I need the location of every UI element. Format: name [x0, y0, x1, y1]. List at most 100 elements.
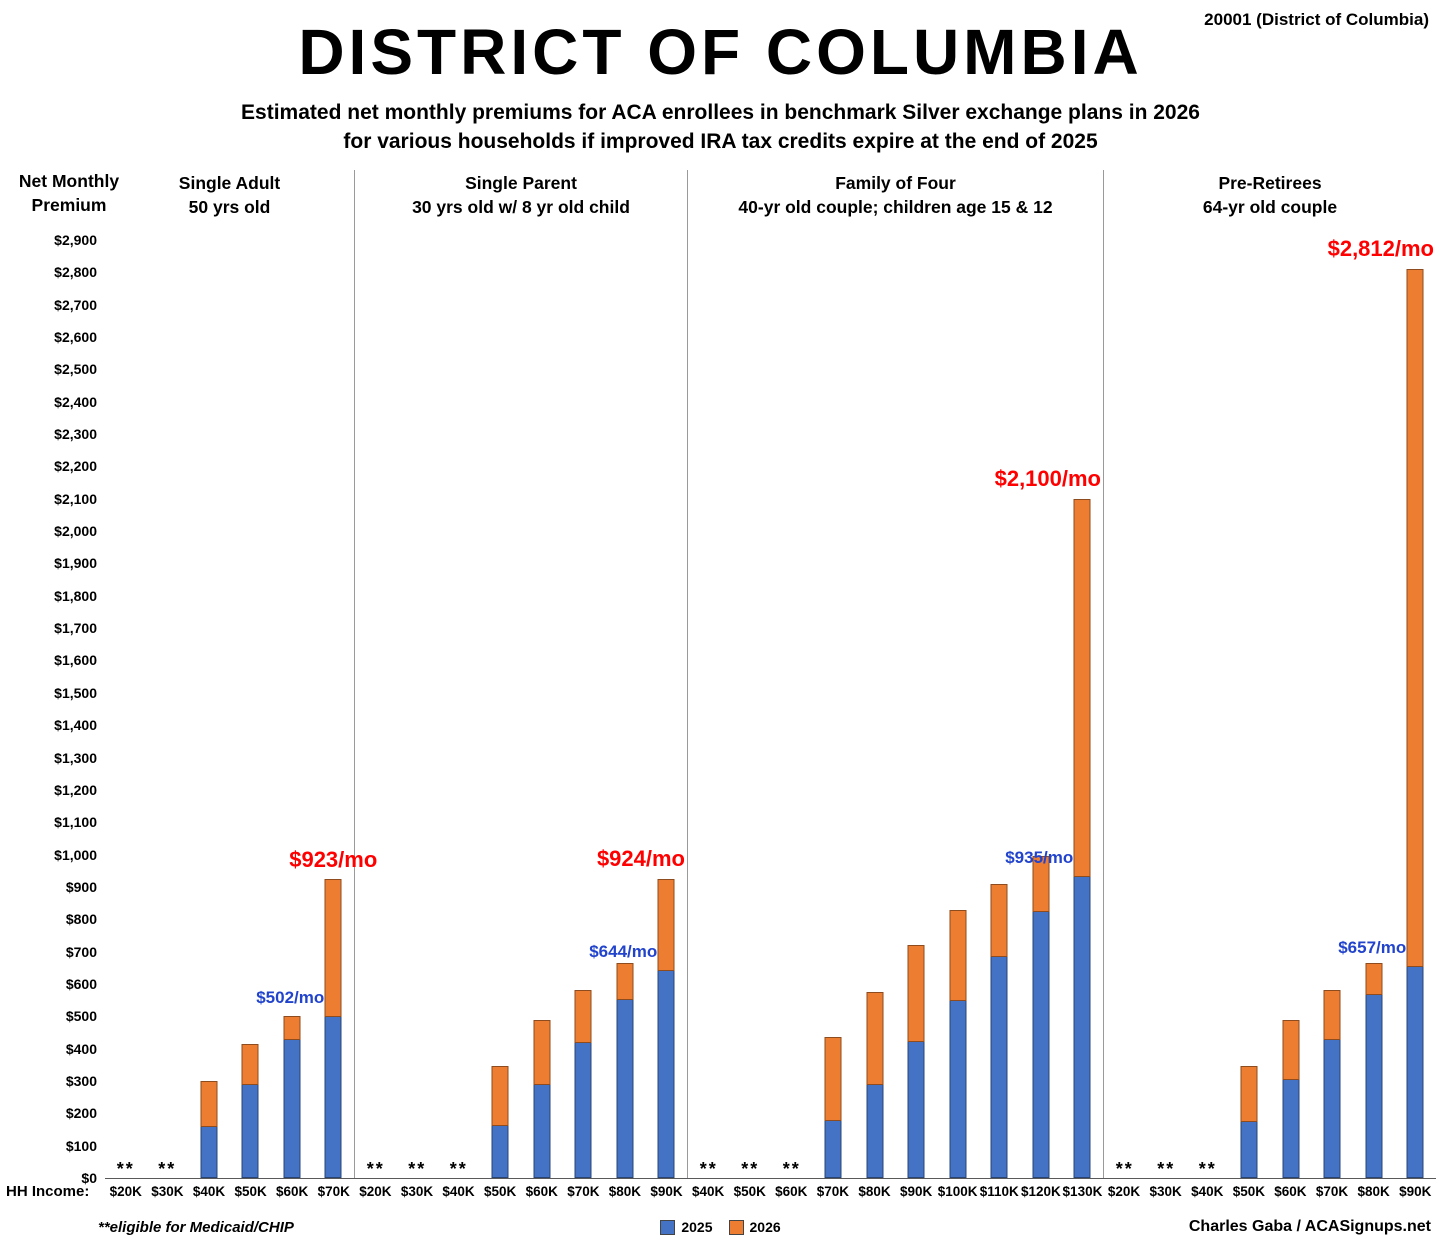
bar-column — [230, 234, 272, 1178]
y-axis: $0 $100 $200 $300 $400 $500 $600 $700 $800 $900 $1… — [0, 232, 97, 1186]
group-header: Pre-Retirees 64-yr old couple — [1104, 170, 1436, 234]
group-title-line2: 30 yrs old w/ 8 yr old child — [412, 196, 630, 217]
income-label: $90K — [1399, 1184, 1432, 1199]
bar-column — [937, 234, 979, 1178]
chart-panel: Pre-Retirees 64-yr old couple ** ** ** $657/m… — [1103, 170, 1436, 1178]
y-tick-label: $1,400 — [54, 717, 97, 734]
bar-column: ** — [1187, 234, 1229, 1178]
legend-item: 2025 — [660, 1219, 713, 1235]
bar-2025 — [1282, 1079, 1300, 1178]
y-tick-label: $2,800 — [54, 264, 97, 281]
bar-2025 — [907, 1040, 925, 1178]
y-tick-label: $1,600 — [54, 652, 97, 669]
bar-2026 — [866, 992, 884, 1086]
medicaid-marker: ** — [1157, 1159, 1176, 1179]
group-title-line1: Pre-Retirees — [1218, 173, 1322, 193]
bar-2025 — [533, 1084, 551, 1178]
group-plot: ** ** ** $657/mo $2,812/mo — [1104, 234, 1436, 1178]
y-tick-label: $1,800 — [54, 587, 97, 604]
y-tick-label: $700 — [65, 943, 97, 960]
bar-column — [979, 234, 1021, 1178]
y-axis-title: Net Monthly Premium — [0, 170, 138, 217]
bar-2025 — [1365, 993, 1383, 1178]
bar-2026 — [533, 1019, 551, 1086]
bar-column — [813, 234, 855, 1178]
medicaid-marker: ** — [366, 1159, 385, 1179]
income-label: $90K — [650, 1184, 683, 1199]
income-label: $50K — [484, 1184, 517, 1199]
y-tick-label: $400 — [65, 1040, 97, 1057]
legend-label: 2026 — [749, 1219, 781, 1235]
bar-column — [271, 234, 313, 1178]
value-label-2026: $2,100/mo — [994, 465, 1101, 491]
income-label: $20K — [109, 1184, 142, 1199]
y-tick-label: $800 — [65, 911, 97, 928]
value-label-2025: $644/mo — [589, 941, 658, 961]
bar-column — [1270, 234, 1312, 1178]
medicaid-marker: ** — [116, 1159, 135, 1179]
income-label: $70K — [1315, 1184, 1349, 1199]
medicaid-marker: ** — [158, 1159, 177, 1179]
y-tick-label: $1,200 — [54, 781, 97, 798]
bar-column: $502/mo $923/mo — [256, 234, 377, 1178]
income-label: $130K — [1062, 1184, 1103, 1199]
income-label: $100K — [937, 1184, 978, 1199]
bar-2026 — [824, 1037, 842, 1121]
bar-2026 — [1323, 990, 1341, 1040]
y-tick-label: $1,500 — [54, 684, 97, 701]
bar-2025 — [491, 1124, 509, 1178]
bar-2025 — [1073, 875, 1091, 1178]
income-label: $50K — [1232, 1184, 1265, 1199]
bar-2026 — [1282, 1019, 1300, 1081]
y-tick-label: $2,400 — [54, 393, 97, 410]
chart-panel: Single Parent 30 yrs old w/ 8 yr old chil… — [354, 170, 687, 1178]
income-label: $20K — [1107, 1184, 1141, 1199]
legend-swatch-2026 — [728, 1219, 744, 1235]
x-label-group: $20K $30K $40K $50K $60K $70K $80K $90K — [355, 1182, 688, 1202]
group-title-line1: Single Adult — [178, 173, 281, 193]
value-label-2025: $502/mo — [256, 987, 325, 1007]
credit: Charles Gaba / ACASignups.net — [1188, 1218, 1431, 1235]
income-label: $30K — [1149, 1184, 1182, 1199]
bar-column: ** — [730, 234, 772, 1178]
group-plot: ** ** ** $644/mo $924/mo — [355, 234, 687, 1178]
bar-2026 — [1365, 962, 1383, 995]
medicaid-marker: ** — [1115, 1159, 1134, 1179]
bar-column — [1020, 234, 1062, 1178]
bar-column: $657/mo $2,812/mo — [1328, 234, 1437, 1178]
bar-column: ** — [438, 234, 480, 1178]
chart-subtitle-line1: Estimated net monthly premiums for ACA e… — [241, 101, 1200, 124]
chart-panel: Family of Four 40-yr old couple; children… — [687, 170, 1103, 1178]
bar-column — [604, 234, 646, 1178]
bar-2026 — [1032, 856, 1050, 913]
bar-column — [1312, 234, 1354, 1178]
bar-2026 — [990, 883, 1008, 958]
bar-2025 — [824, 1119, 842, 1178]
income-label: $60K — [775, 1184, 808, 1199]
x-label-group: $20K $30K $40K $50K $60K $70K — [105, 1182, 355, 1202]
value-label-2026: $2,812/mo — [1327, 235, 1434, 261]
y-tick-label: $0 — [81, 1170, 97, 1186]
group-title-line2: 50 yrs old — [188, 196, 271, 217]
income-label: $20K — [359, 1184, 392, 1199]
y-tick-label: $300 — [65, 1072, 97, 1089]
y-tick-label: $1,100 — [54, 814, 97, 831]
bar-2025 — [949, 1000, 967, 1178]
income-label: $40K — [442, 1184, 475, 1199]
group-header: Family of Four 40-yr old couple; children… — [688, 170, 1103, 234]
bar-2026 — [1073, 498, 1091, 877]
bar-column: ** — [397, 234, 439, 1178]
zip-code-label: 20001 (District of Columbia) — [1204, 10, 1429, 29]
income-label: $40K — [192, 1184, 226, 1199]
income-label: $40K — [1191, 1184, 1224, 1199]
bar-column — [1353, 234, 1395, 1178]
income-label: $70K — [816, 1184, 850, 1199]
y-tick-label: $1,300 — [54, 749, 97, 766]
bar-column — [521, 234, 563, 1178]
legend-swatch-2025 — [660, 1219, 676, 1235]
income-label: $90K — [899, 1184, 933, 1199]
bar-2026 — [283, 1016, 301, 1040]
medicaid-marker: ** — [1198, 1159, 1217, 1179]
y-tick-label: $2,100 — [54, 490, 97, 507]
income-label: $120K — [1020, 1184, 1061, 1199]
